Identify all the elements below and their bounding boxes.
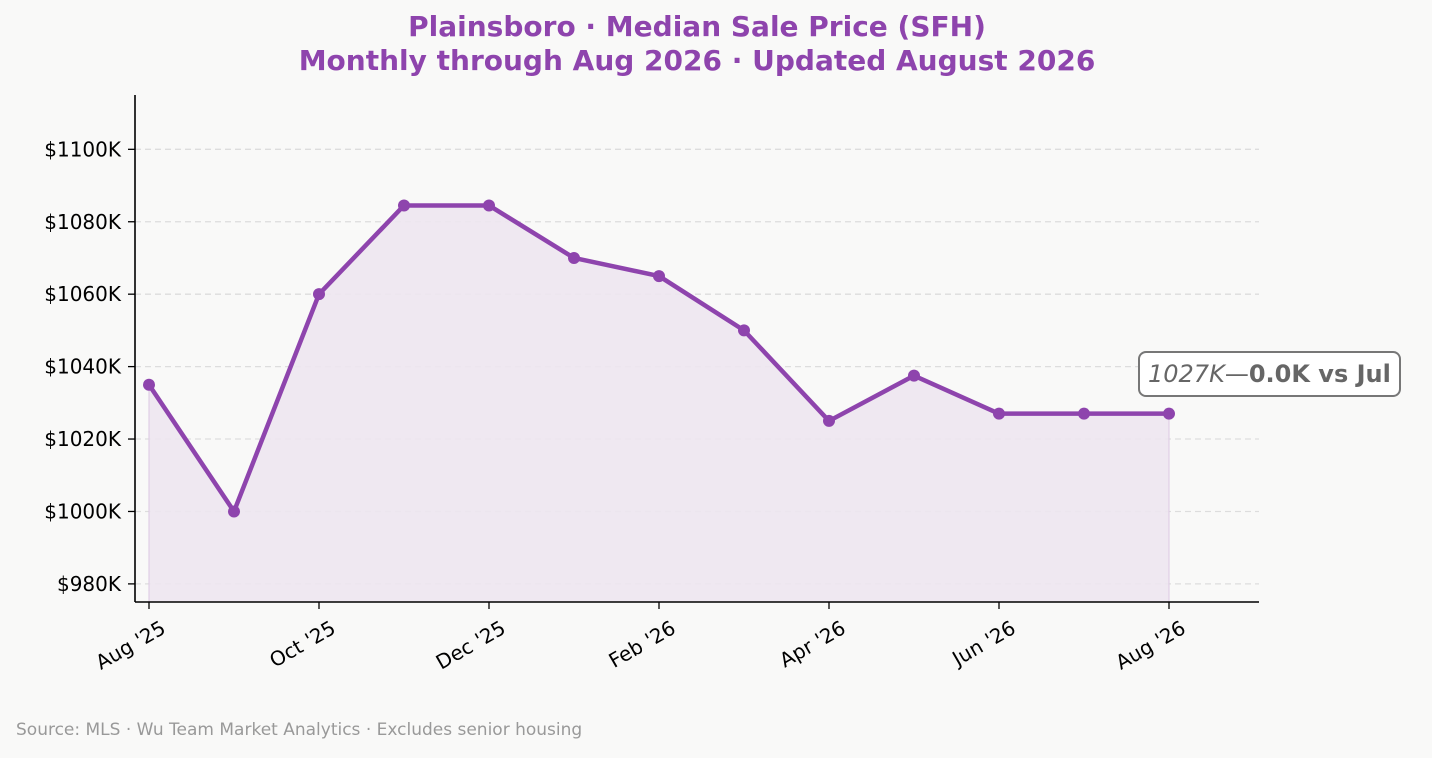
data-point bbox=[313, 288, 325, 301]
data-point bbox=[823, 414, 835, 427]
x-tick-label: Aug '26 bbox=[1111, 616, 1189, 675]
y-tick-label: $1020K bbox=[44, 427, 122, 451]
data-point bbox=[398, 199, 410, 212]
annotation-value: 1027K bbox=[1148, 360, 1225, 388]
data-point bbox=[568, 251, 580, 264]
data-point bbox=[1163, 407, 1175, 420]
area-fill bbox=[148, 204, 1170, 603]
y-tick-label: $1000K bbox=[44, 499, 122, 523]
y-ticks: $980K $1000K $1020K $1040K $1060K $1080K $1100… bbox=[44, 137, 135, 596]
data-point bbox=[1078, 407, 1090, 420]
annotation-change: 0.0K vs Jul bbox=[1248, 360, 1391, 388]
y-tick-label: $1060K bbox=[44, 282, 122, 306]
x-tick-label: Feb '26 bbox=[605, 616, 680, 673]
x-tick-label: Aug '25 bbox=[91, 616, 169, 675]
x-tick-label: Oct '25 bbox=[265, 616, 339, 673]
y-tick-label: $1100K bbox=[44, 137, 122, 161]
y-tick-label: $1040K bbox=[44, 355, 122, 379]
data-point bbox=[653, 270, 665, 283]
x-tick-label: Apr '26 bbox=[775, 616, 849, 673]
x-tick-label: Dec '25 bbox=[432, 616, 510, 675]
data-points bbox=[143, 199, 1175, 518]
data-point bbox=[908, 369, 920, 382]
latest-value-annotation: 1027K —0.0K vs Jul bbox=[1138, 351, 1401, 397]
annotation-dash: — bbox=[1224, 360, 1249, 388]
data-point bbox=[993, 407, 1005, 420]
y-tick-label: $1080K bbox=[44, 210, 122, 234]
chart-title-line2: Monthly through Aug 2026 · Updated Augus… bbox=[298, 44, 1096, 77]
data-point bbox=[483, 199, 495, 212]
x-tick-label: Jun '26 bbox=[946, 616, 1019, 672]
x-ticks: Aug '25 Oct '25 Dec '25 Feb '26 Apr '26 Jun '… bbox=[91, 602, 1190, 675]
data-point bbox=[143, 378, 155, 391]
data-point bbox=[738, 324, 750, 337]
source-note: Source: MLS · Wu Team Market Analytics ·… bbox=[16, 720, 583, 740]
y-tick-label: $980K bbox=[57, 572, 122, 596]
axes bbox=[134, 95, 1259, 603]
data-point bbox=[228, 505, 240, 518]
chart-title-line1: Plainsboro · Median Sale Price (SFH) bbox=[408, 10, 986, 43]
